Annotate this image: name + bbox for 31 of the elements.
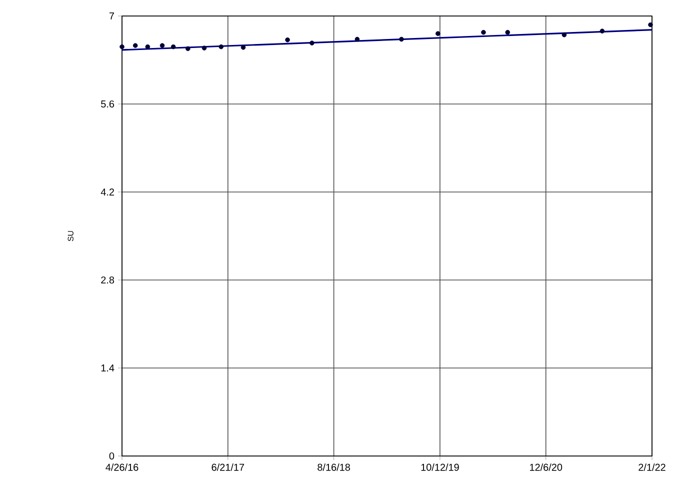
x-tick-label: 6/21/17 bbox=[212, 464, 244, 471]
point bbox=[186, 46, 190, 52]
y-tick-label: 5.6 bbox=[101, 100, 114, 108]
point bbox=[399, 36, 404, 42]
x-tick-label: 10/12/19 bbox=[421, 464, 459, 471]
y-tick-label: 1.4 bbox=[101, 364, 114, 372]
y-tick-label: 7 bbox=[109, 12, 114, 20]
point bbox=[648, 22, 653, 28]
point bbox=[145, 44, 150, 50]
x-tick-label: 2/1/22 bbox=[638, 464, 666, 471]
point bbox=[310, 40, 314, 46]
point bbox=[202, 46, 207, 50]
point bbox=[354, 36, 360, 42]
point bbox=[132, 43, 138, 48]
x-tick-label: 12/6/20 bbox=[530, 464, 562, 471]
point bbox=[240, 45, 246, 50]
point bbox=[120, 44, 124, 50]
point bbox=[436, 31, 440, 36]
point bbox=[481, 30, 486, 35]
y-tick-label: 2.8 bbox=[101, 276, 114, 284]
x-tick-label: 4/26/16 bbox=[106, 464, 138, 471]
point bbox=[562, 32, 567, 38]
point bbox=[170, 44, 176, 50]
point bbox=[218, 44, 224, 50]
point bbox=[285, 37, 290, 42]
x-tick-label: 8/16/18 bbox=[318, 464, 350, 471]
point bbox=[600, 28, 605, 34]
y-tick-label: 4.2 bbox=[100, 188, 114, 196]
point bbox=[160, 43, 165, 48]
y-tick-label: 0 bbox=[109, 452, 114, 460]
point bbox=[505, 30, 510, 35]
